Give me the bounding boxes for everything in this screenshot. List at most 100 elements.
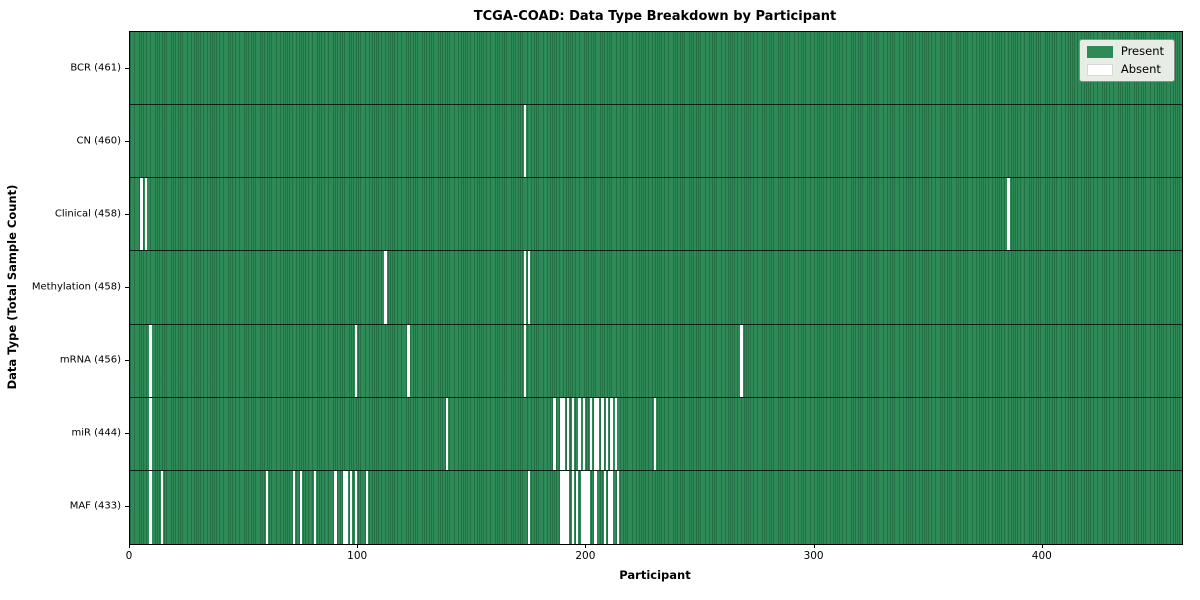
xtick-mark <box>813 544 815 548</box>
absent-cell <box>580 470 583 544</box>
absent-cell <box>560 397 563 470</box>
absent-cell <box>144 178 148 251</box>
absent-cell <box>610 397 613 470</box>
absent-cell <box>571 397 574 470</box>
legend-item-absent: Absent <box>1086 62 1164 76</box>
chart-title: TCGA-COAD: Data Type Breakdown by Partic… <box>473 9 837 24</box>
absent-cell <box>343 470 346 544</box>
row-cn <box>130 105 1182 179</box>
ytick-label-methylation: Methylation (458) <box>31 281 121 293</box>
absent-cell <box>265 470 269 544</box>
absent-cell <box>366 470 369 544</box>
absent-cell <box>585 470 588 544</box>
ytick-mark <box>125 213 129 215</box>
absent-cell <box>567 470 570 544</box>
absent-cell <box>567 397 570 470</box>
present-swatch-icon <box>1086 45 1113 58</box>
absent-cell <box>350 470 353 544</box>
absent-cell <box>617 470 620 544</box>
absent-cell <box>596 397 599 470</box>
xtick-mark <box>1041 544 1043 548</box>
ytick-label-clinical: Clinical (458) <box>54 208 121 220</box>
row-mir <box>130 397 1182 471</box>
absent-cell <box>528 251 531 324</box>
legend: Present Absent <box>1078 39 1175 82</box>
ytick-label-mir: miR (444) <box>71 427 121 439</box>
y-axis-label: Data Type (Total Sample Count) <box>5 184 19 390</box>
absent-cell <box>571 470 574 544</box>
ytick-mark <box>125 67 129 69</box>
absent-cell <box>562 397 565 470</box>
absent-cell <box>562 470 565 544</box>
absent-cell <box>594 397 597 470</box>
absent-cell <box>1007 178 1010 251</box>
xtick-label-100: 100 <box>347 550 368 562</box>
absent-cell <box>384 251 387 324</box>
absent-cell <box>560 470 563 544</box>
absent-cell <box>407 324 410 397</box>
absent-cell <box>149 470 152 544</box>
absent-cell <box>528 470 531 544</box>
absent-cell <box>653 397 656 470</box>
ytick-mark <box>125 506 129 508</box>
absent-cell <box>553 397 556 470</box>
xtick-mark <box>585 544 587 548</box>
ytick-mark <box>125 140 129 142</box>
absent-swatch-icon <box>1086 63 1113 76</box>
absent-cell <box>523 105 526 178</box>
absent-cell <box>608 470 611 544</box>
xtick-mark <box>129 544 130 548</box>
absent-cell <box>582 397 586 470</box>
absent-cell <box>149 397 152 470</box>
absent-cell <box>160 470 164 544</box>
absent-cell <box>446 397 449 470</box>
row-bcr <box>130 32 1182 106</box>
absent-cell <box>523 324 526 397</box>
absent-cell <box>587 470 590 544</box>
xtick-label-300: 300 <box>803 550 824 562</box>
legend-label-present: Present <box>1120 44 1164 58</box>
absent-cell <box>345 470 348 544</box>
ytick-label-mrna: mRNA (456) <box>59 354 121 366</box>
absent-cell <box>334 470 337 544</box>
absent-cell <box>354 324 358 397</box>
absent-cell <box>578 397 581 470</box>
absent-cell <box>300 470 303 544</box>
absent-cell <box>576 470 579 544</box>
legend-label-absent: Absent <box>1120 62 1161 76</box>
ytick-label-bcr: BCR (461) <box>70 62 121 74</box>
absent-cell <box>740 324 743 397</box>
absent-cell <box>140 178 143 251</box>
absent-cell <box>293 470 296 544</box>
absent-cell <box>564 470 567 544</box>
x-axis-label: Participant <box>619 568 691 582</box>
absent-cell <box>354 470 358 544</box>
absent-cell <box>149 324 152 397</box>
absent-cell <box>589 397 593 470</box>
presence-matrix <box>130 32 1182 544</box>
ytick-label-maf: MAF (433) <box>69 500 121 512</box>
absent-cell <box>614 397 618 470</box>
plot-area: Present Absent <box>129 31 1183 545</box>
absent-cell <box>313 470 316 544</box>
ytick-mark <box>125 287 129 288</box>
absent-cell <box>610 470 613 544</box>
absent-cell <box>582 470 586 544</box>
row-mrna <box>130 324 1182 398</box>
absent-cell <box>603 470 606 544</box>
ytick-mark <box>125 360 129 362</box>
row-clinical <box>130 178 1182 252</box>
ytick-label-cn: CN (460) <box>76 135 121 147</box>
xtick-mark <box>357 544 359 548</box>
absent-cell <box>594 470 597 544</box>
absent-cell <box>605 397 609 470</box>
absent-cell <box>523 251 526 324</box>
row-maf <box>130 470 1182 544</box>
legend-item-present: Present <box>1086 44 1164 58</box>
row-methylation <box>130 251 1182 325</box>
xtick-label-0: 0 <box>125 550 133 562</box>
xtick-label-200: 200 <box>575 550 596 562</box>
xtick-label-400: 400 <box>1031 550 1052 562</box>
absent-cell <box>601 397 604 470</box>
